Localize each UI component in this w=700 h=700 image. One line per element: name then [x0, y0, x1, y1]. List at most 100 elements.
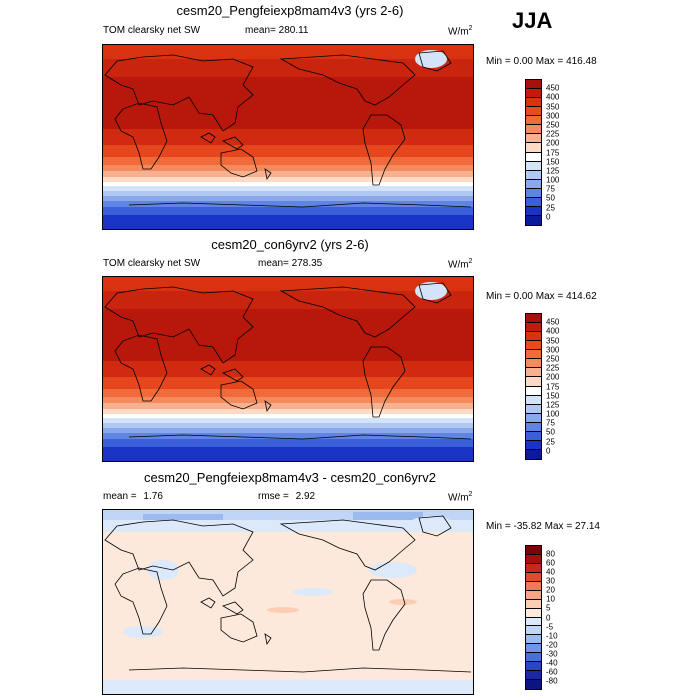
panel1-units: W/m2	[448, 25, 472, 37]
band	[103, 59, 473, 77]
colorbar-swatch	[526, 188, 541, 198]
colorbar-swatch	[526, 350, 541, 360]
panel1-map-svg	[103, 45, 473, 229]
colorbar-tick-label: 225	[546, 129, 560, 139]
panel3-min-label: Min =	[486, 521, 511, 532]
band	[103, 433, 473, 439]
panel1-mean-label: mean=	[245, 25, 276, 36]
colorbar-tick-label: 40	[546, 567, 555, 577]
panel3-minmax: Min = -35.82 Max = 27.14	[486, 521, 600, 532]
coastline	[128, 434, 472, 440]
colorbar-tick-label: 10	[546, 594, 555, 604]
colorbar-swatch	[526, 644, 541, 654]
colorbar-tick-label: 125	[546, 400, 560, 410]
colorbar-swatch	[526, 608, 541, 618]
colorbar-tick-label: 250	[546, 354, 560, 364]
band	[103, 177, 473, 182]
colorbar-swatch	[526, 215, 541, 225]
anomaly-patch	[293, 588, 333, 596]
panel1-colorbar	[525, 79, 542, 226]
anomaly-patch	[389, 599, 417, 605]
panel3-rmse-value: 2.92	[295, 491, 316, 502]
panel1-min-value: 0.00	[513, 56, 533, 67]
coastline	[264, 633, 272, 646]
coastline	[114, 102, 168, 170]
panel2-units: W/m2	[448, 258, 472, 270]
panel3-units-exp: 2	[468, 491, 473, 498]
colorbar-swatch	[526, 590, 541, 600]
coastline	[222, 601, 244, 615]
band	[103, 291, 473, 309]
panel2-units-exp: 2	[468, 258, 473, 265]
coastline	[362, 114, 406, 186]
colorbar-tick-label: -30	[546, 649, 558, 659]
colorbar-swatch	[526, 599, 541, 609]
greenland-ice	[415, 282, 447, 300]
coastline	[362, 579, 406, 651]
band	[103, 418, 473, 423]
panel3-mean: mean = 1.76	[103, 491, 163, 502]
coastline	[279, 286, 416, 338]
panel3-map-svg	[103, 510, 473, 694]
colorbar-swatch	[526, 341, 541, 351]
anomaly-patch	[409, 516, 453, 532]
panel3-min-value: -35.82	[513, 521, 542, 532]
panel2-minmax: Min = 0.00 Max = 414.62	[486, 291, 597, 302]
colorbar-swatch	[526, 572, 541, 582]
coastlines	[104, 282, 472, 440]
panel1-colorbar-ticks: 450 400 350 300 250 225 200 175 150 125 100 75 50 25 0	[546, 79, 586, 226]
colorbar-tick-label: 350	[546, 102, 560, 112]
colorbar-tick-label: 175	[546, 382, 560, 391]
colorbar-swatch	[526, 662, 541, 672]
colorbar-tick-label: 300	[546, 111, 560, 121]
colorbar-swatch	[526, 368, 541, 378]
colorbar-swatch	[526, 98, 541, 108]
panel3-max-value: 27.14	[574, 521, 600, 532]
band	[103, 397, 473, 403]
panel1-variable-label: TOM clearsky net SW	[103, 25, 201, 36]
band	[103, 201, 473, 207]
panel3-colorbar-ticks: 80 60 40 30 20 10 5 0 -5 -10 -20 -30 -40 -60 -80	[546, 545, 586, 690]
band	[103, 157, 473, 165]
band	[103, 77, 473, 129]
panel3-mean-value: 1.76	[143, 491, 163, 502]
colorbar-tick-label: 80	[546, 549, 555, 559]
panel3-mean-label: mean =	[103, 491, 137, 502]
colorbar-tick-label: 150	[546, 391, 560, 401]
colorbar-tick-label: -20	[546, 640, 558, 650]
colorbar-tick-label: 75	[546, 184, 555, 194]
coastline	[128, 202, 472, 208]
panel3-units: W/m2	[448, 491, 472, 503]
anomaly-patch	[369, 562, 417, 578]
panel2-mean-label: mean=	[258, 258, 289, 269]
colorbar-swatch	[526, 449, 541, 459]
colorbar-tick-label: 150	[546, 157, 560, 167]
colorbar-swatch	[526, 377, 541, 387]
colorbar-tick-label: 450	[546, 83, 560, 93]
coastline	[220, 148, 258, 178]
anomaly-band	[143, 514, 223, 520]
anomaly-band	[103, 680, 473, 694]
anomaly-patch	[267, 607, 299, 613]
panel1-map	[102, 44, 474, 230]
anomaly-patch	[123, 626, 163, 638]
colorbar-swatch	[526, 107, 541, 117]
coastlines	[104, 50, 472, 208]
panel2-min-value: 0.00	[513, 291, 533, 302]
colorbar-tick-label: 100	[546, 409, 560, 419]
colorbar-tick-label: -5	[546, 622, 554, 632]
coastline	[362, 346, 406, 418]
colorbar-tick-label: 0	[546, 613, 551, 622]
colorbar-tick-label: 200	[546, 372, 560, 382]
colorbar-tick-label: 20	[546, 585, 555, 595]
anomaly-patch	[147, 560, 179, 580]
band	[103, 277, 473, 291]
band	[103, 361, 473, 377]
band	[103, 191, 473, 196]
colorbar-tick-label: 175	[546, 148, 560, 157]
panel1-units-base: W/m	[448, 26, 469, 38]
coastline	[222, 136, 244, 150]
coastline	[200, 364, 216, 376]
colorbar-swatch	[526, 626, 541, 636]
colorbar-tick-label: 200	[546, 138, 560, 148]
